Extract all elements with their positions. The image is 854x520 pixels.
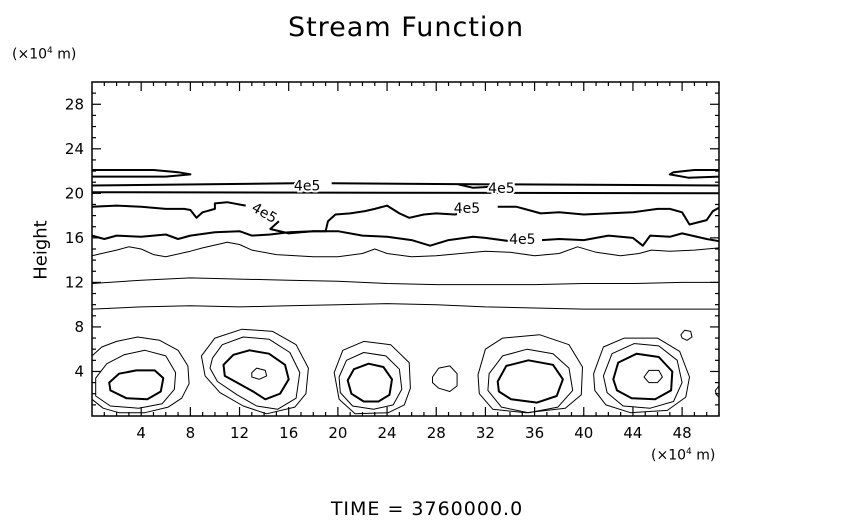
contour-line-20 — [222, 349, 290, 401]
contour-line-34 — [643, 369, 663, 384]
contour-line-0 — [92, 169, 192, 178]
contour-line-17 — [108, 369, 165, 401]
y-tick-label-4: 4 — [74, 362, 84, 380]
contour-line-7 — [91, 201, 246, 219]
contour-line-25 — [338, 352, 403, 410]
x-tick-label-32: 32 — [476, 424, 495, 442]
x-tick-label-40: 40 — [574, 424, 593, 442]
x-tick-label-24: 24 — [378, 424, 397, 442]
x-unit-suffix: m) — [691, 447, 716, 464]
y-unit-base: (×10 — [12, 46, 48, 63]
x-tick-label-12: 12 — [230, 424, 249, 442]
x-tick-label-8: 8 — [186, 424, 196, 442]
contour-line-4 — [458, 183, 492, 189]
y-tick-label-20: 20 — [65, 184, 84, 202]
contour-line-9 — [300, 204, 461, 234]
contour-label-3: 4e5 — [454, 201, 480, 217]
y-unit-suffix: m) — [52, 46, 77, 63]
x-unit-exponent: 4 — [686, 447, 692, 457]
contour-line-14 — [91, 241, 720, 258]
y-tick-label-16: 16 — [65, 229, 84, 247]
x-unit-label: (×104 m) — [651, 447, 715, 464]
contour-line-24 — [346, 362, 393, 403]
contour-line-10 — [497, 205, 720, 226]
contour-line-28 — [496, 359, 564, 404]
x-tick-label-16: 16 — [279, 424, 298, 442]
contour-line-21 — [209, 336, 301, 410]
contour-label-2: 4e5 — [488, 181, 514, 197]
contour-label-0: 4e5 — [294, 179, 320, 195]
contour-line-3 — [331, 182, 492, 186]
chart-title: Stream Function — [287, 12, 525, 43]
y-unit-exponent: 4 — [47, 46, 53, 56]
contour-line-1 — [668, 169, 720, 179]
contour-layer — [91, 169, 720, 415]
contour-line-18 — [95, 349, 177, 409]
contour-label-4: 4e5 — [509, 232, 535, 248]
time-footer: TIME = 3760000.0 — [330, 498, 524, 520]
contour-line-6 — [91, 191, 720, 195]
contour-line-12 — [288, 230, 511, 247]
contour-line-16 — [91, 303, 719, 310]
y-tick-label-8: 8 — [74, 318, 84, 336]
contour-label-1: 4e5 — [249, 200, 280, 227]
x-unit-base: (×10 — [651, 447, 687, 464]
contour-line-32 — [602, 343, 683, 409]
contour-line-15 — [91, 277, 719, 286]
contour-line-36 — [714, 385, 720, 398]
contour-line-11 — [91, 230, 289, 240]
x-tick-label-28: 28 — [427, 424, 446, 442]
contour-line-31 — [612, 352, 674, 401]
contour-line-35 — [680, 329, 693, 341]
contour-line-22 — [200, 328, 309, 415]
x-tick-label-48: 48 — [673, 424, 692, 442]
contour-line-5 — [513, 183, 720, 187]
contour-line-30 — [477, 334, 583, 414]
contour-line-33 — [593, 337, 690, 414]
plot-frame — [91, 81, 720, 417]
x-tick-label-36: 36 — [525, 424, 544, 442]
contour-line-13 — [541, 232, 720, 247]
y-unit-label: (×104 m) — [12, 46, 76, 63]
x-tick-label-44: 44 — [623, 424, 642, 442]
contour-line-29 — [487, 348, 574, 414]
contour-line-26 — [333, 340, 411, 415]
y-tick-label-12: 12 — [65, 273, 84, 291]
x-tick-label-4: 4 — [136, 424, 146, 442]
contour-line-27 — [432, 365, 458, 392]
y-tick-label-28: 28 — [65, 95, 84, 113]
contour-line-23 — [251, 367, 268, 380]
y-tick-label-24: 24 — [65, 140, 84, 158]
x-tick-label-20: 20 — [328, 424, 347, 442]
contour-line-19 — [91, 336, 190, 414]
contour-line-2 — [91, 182, 295, 187]
